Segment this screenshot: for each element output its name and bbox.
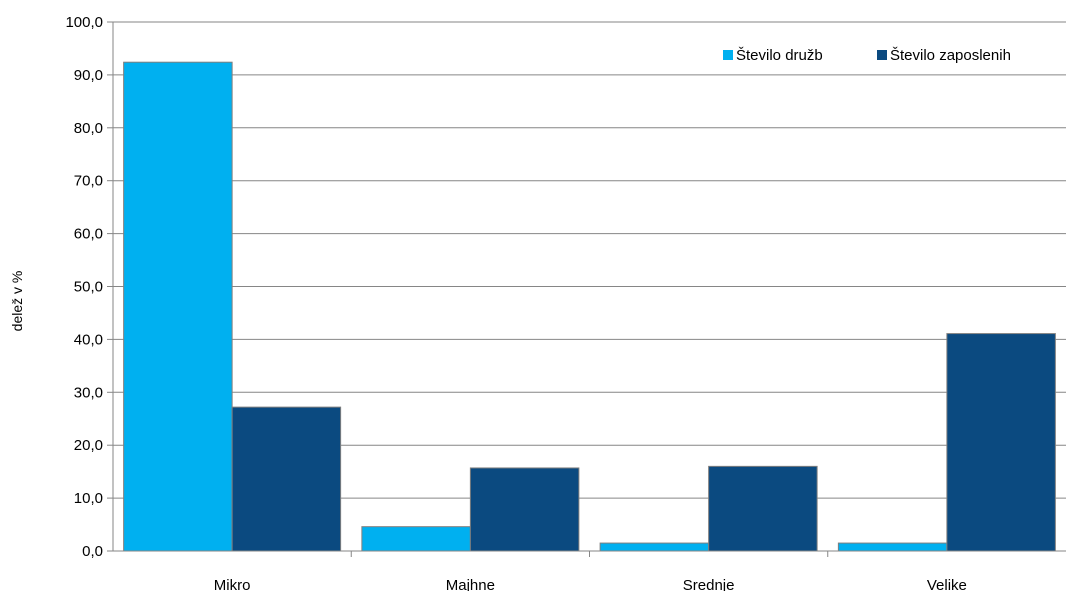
x-category-label: Mikro: [214, 577, 251, 591]
x-category-label: Majhne: [446, 577, 495, 591]
bar-stevilo-druzb-0: [123, 61, 233, 552]
y-tick-label: 80,0: [74, 120, 103, 137]
bars: [123, 61, 1056, 552]
x-category-labels: Mikro Majhne Srednje Velike: [214, 577, 967, 594]
legend-swatch: [877, 50, 887, 60]
legend: Število družb Število zaposlenih: [723, 47, 1011, 64]
y-tick-label: 30,0: [74, 384, 103, 401]
y-tick-label: 90,0: [74, 67, 103, 84]
y-tick-label: 20,0: [74, 437, 103, 454]
legend-swatch: [723, 50, 733, 60]
bar-stevilo-druzb-2: [599, 542, 710, 552]
bar-stevilo-zaposlenih-0: [231, 406, 342, 552]
y-tick-label: 50,0: [74, 279, 103, 296]
x-category-label: Velike: [927, 577, 967, 591]
x-category-label: Srednje: [683, 577, 735, 591]
y-tick-labels: 0,0 10,0 20,0 30,0 40,0 50,0 60,0 70,0 80,0 90,0 1…: [65, 14, 103, 560]
axes: [107, 21, 1066, 557]
bar-stevilo-zaposlenih-3: [946, 333, 1056, 552]
y-tick-label: 40,0: [74, 331, 103, 348]
y-axis-title: delež v %: [9, 271, 25, 332]
y-tick-label: 10,0: [74, 490, 103, 507]
y-tick-label: 70,0: [74, 173, 103, 190]
y-tick-label: 60,0: [74, 226, 103, 243]
legend-label: Število družb: [736, 47, 823, 64]
bar-stevilo-druzb-1: [361, 526, 471, 552]
y-tick-label: 0,0: [82, 543, 103, 560]
bar-stevilo-zaposlenih-2: [708, 465, 818, 552]
bar-stevilo-zaposlenih-1: [469, 467, 580, 552]
y-tick-label: 100,0: [65, 14, 103, 31]
bar-stevilo-druzb-3: [837, 542, 948, 552]
legend-label: Število zaposlenih: [890, 47, 1011, 64]
